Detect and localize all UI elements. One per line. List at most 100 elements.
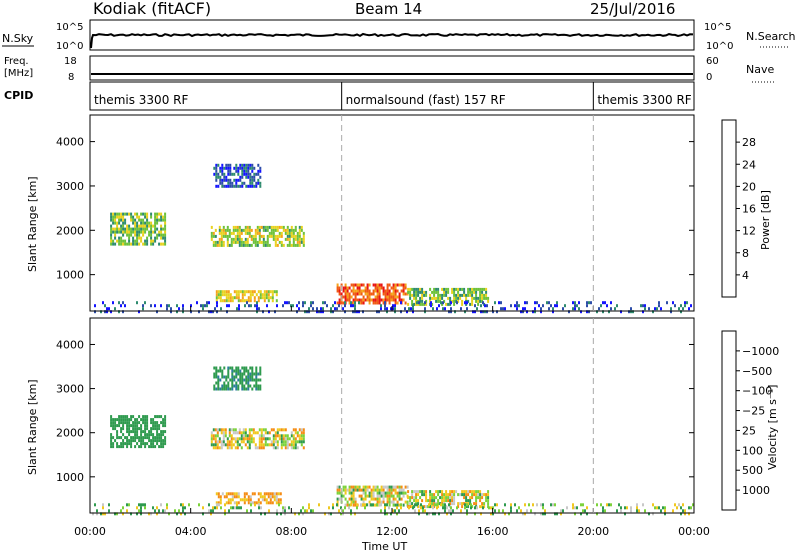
heatmap-cell <box>406 485 409 489</box>
heatmap-cell <box>148 439 151 443</box>
heatmap-cell <box>148 224 151 228</box>
heatmap-cell <box>144 427 147 431</box>
heatmap-cell <box>238 237 241 241</box>
heatmap-cell <box>518 304 520 308</box>
heatmap-cell <box>340 292 343 296</box>
heatmap-cell <box>240 506 242 510</box>
heatmap-cell <box>396 289 399 293</box>
heatmap-cell <box>255 381 258 385</box>
x-tick-label: 08:00 <box>275 525 307 538</box>
heatmap-cell <box>429 505 432 509</box>
heatmap-cell <box>156 212 159 216</box>
heatmap-cell <box>257 372 260 376</box>
heatmap-cell <box>386 307 388 311</box>
heatmap-cell <box>449 296 452 300</box>
heatmap-cell <box>150 236 153 240</box>
heatmap-cell <box>463 490 466 494</box>
heatmap-cell <box>417 499 420 503</box>
heatmap-cell <box>240 440 243 444</box>
heatmap-cell <box>164 230 167 234</box>
heatmap-cell <box>516 509 518 513</box>
heatmap-cell <box>120 218 123 222</box>
heatmap-cell <box>588 301 590 305</box>
heatmap-cell <box>234 234 237 238</box>
heatmap-cell <box>279 492 282 496</box>
heatmap-cell <box>418 509 420 513</box>
heatmap-cell <box>152 239 155 243</box>
heatmap-cell <box>148 512 150 516</box>
heatmap-cell <box>257 378 260 382</box>
heatmap-cell <box>425 290 428 294</box>
heatmap-cell <box>219 369 222 373</box>
heatmap-cell <box>258 440 261 444</box>
heatmap-cell <box>420 506 422 510</box>
heatmap-cell <box>392 304 394 308</box>
heatmap-cell <box>338 298 341 302</box>
heatmap-cell <box>429 502 432 506</box>
heatmap-cell <box>469 293 472 297</box>
heatmap-cell <box>120 227 123 231</box>
heatmap-cell <box>479 287 482 291</box>
heatmap-cell <box>235 381 238 385</box>
heatmap-cell <box>352 286 355 290</box>
heatmap-cell <box>238 443 241 447</box>
heatmap-cell <box>312 301 314 305</box>
heatmap-cell <box>443 293 446 297</box>
heatmap-cell <box>292 228 295 232</box>
heatmap-cell <box>260 512 262 516</box>
heatmap-cell <box>138 236 141 240</box>
heatmap-cell <box>114 215 117 219</box>
heatmap-cell <box>136 506 138 510</box>
heatmap-cell <box>413 490 416 494</box>
heatmap-cell <box>356 488 359 492</box>
heatmap-cell <box>241 375 244 379</box>
heatmap-cell <box>212 310 214 314</box>
heatmap-cell <box>146 212 149 216</box>
heatmap-cell <box>150 445 153 449</box>
heatmap-cell <box>229 498 232 502</box>
heatmap-cell <box>253 378 256 382</box>
heatmap-cell <box>485 290 488 294</box>
heatmap-cell <box>152 442 155 446</box>
heatmap-cell <box>378 295 381 299</box>
heatmap-cell <box>160 436 163 440</box>
heatmap-cell <box>574 506 576 510</box>
heatmap-cell <box>232 506 234 510</box>
heatmap-cell <box>642 503 644 507</box>
heatmap-cell <box>156 506 158 510</box>
color-scale-label: −1000 <box>742 345 779 358</box>
heatmap-cell <box>164 221 167 225</box>
heatmap-cell <box>390 494 393 498</box>
heatmap-cell <box>437 299 440 303</box>
heatmap-cell <box>154 421 157 425</box>
heatmap-cell <box>608 503 610 507</box>
heatmap-cell <box>275 290 278 294</box>
heatmap-cell <box>542 304 544 308</box>
heatmap-cell <box>231 366 234 370</box>
heatmap-cell <box>464 310 466 314</box>
heatmap-cell <box>116 239 119 243</box>
heatmap-cell <box>258 237 261 241</box>
heatmap-cell <box>398 509 400 513</box>
heatmap-cell <box>470 506 472 510</box>
heatmap-cell <box>443 299 446 303</box>
heatmap-cell <box>253 184 256 188</box>
heatmap-cell <box>374 485 377 489</box>
heatmap-cell <box>372 289 375 293</box>
y-tick-label: 1000 <box>56 269 84 282</box>
heatmap-cell <box>684 512 686 516</box>
heatmap-cell <box>223 381 226 385</box>
heatmap-cell <box>114 307 116 311</box>
heatmap-cell <box>227 166 230 170</box>
heatmap-cell <box>463 493 466 497</box>
heatmap-cell <box>232 437 235 441</box>
heatmap-cell <box>386 310 388 314</box>
heatmap-cell <box>407 302 410 306</box>
heatmap-cell <box>122 506 124 510</box>
heatmap-cell <box>362 485 365 489</box>
heatmap-cell <box>350 500 353 504</box>
heatmap-cell <box>120 509 122 513</box>
heatmap-cell <box>412 304 414 308</box>
heatmap-cell <box>413 296 416 300</box>
heatmap-cell <box>251 372 254 376</box>
